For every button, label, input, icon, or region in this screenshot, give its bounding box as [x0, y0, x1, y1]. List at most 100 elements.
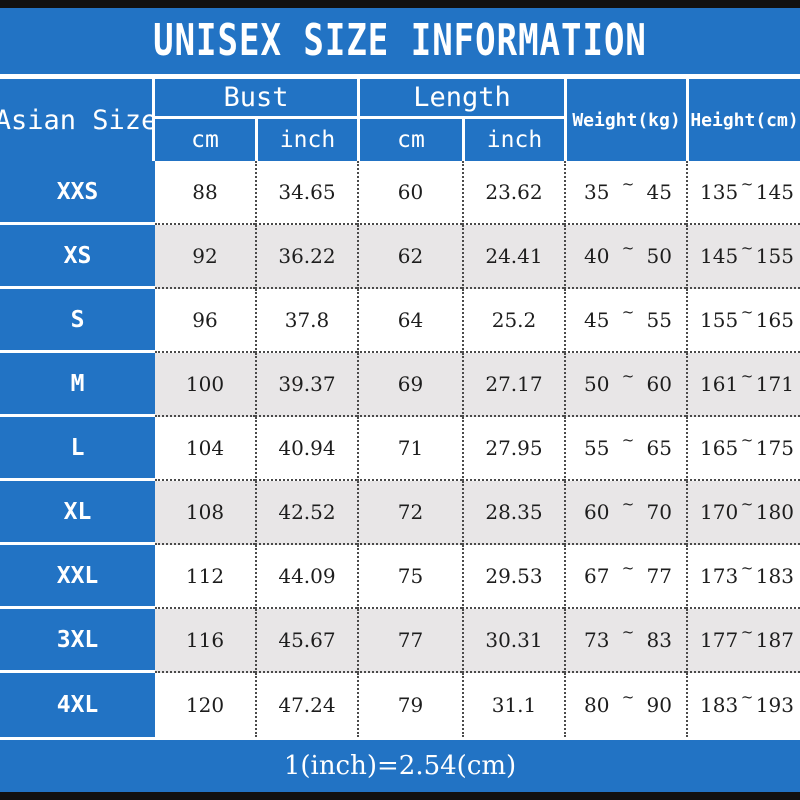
conversion-note: 1(inch)=2.54(cm) — [283, 751, 517, 781]
size-cell: XS — [0, 225, 155, 289]
table-row-s: S 96 37.8 64 25.2 45 ~55 155 ~165 — [0, 289, 800, 353]
bust-cm-cell: 104 — [155, 417, 255, 481]
tilde-glyph: ~ — [621, 303, 635, 321]
length-inch-cell: 27.95 — [462, 417, 564, 481]
height-range-cell: 155 ~165 — [686, 289, 800, 353]
tilde-glyph: ~ — [621, 367, 635, 385]
height-min: 155 — [700, 308, 739, 332]
height-max: 171 — [755, 372, 794, 396]
header-bust-inch: inch — [255, 119, 357, 161]
height-range-cell: 183 ~193 — [686, 673, 800, 737]
length-inch-cell: 31.1 — [462, 673, 564, 737]
bust-cm-cell: 96 — [155, 289, 255, 353]
length-cm-cell: 77 — [357, 609, 462, 673]
height-range-cell: 145 ~155 — [686, 225, 800, 289]
height-max: 193 — [755, 693, 794, 717]
size-cell: L — [0, 417, 155, 481]
tilde-glyph: ~ — [740, 239, 754, 257]
header-weight: Weight(kg) — [564, 79, 686, 161]
height-max: 155 — [755, 244, 794, 268]
length-inch-cell: 25.2 — [462, 289, 564, 353]
table-row-xxl: XXL 112 44.09 75 29.53 67 ~77 173 ~183 — [0, 545, 800, 609]
footer-divider — [0, 737, 800, 740]
height-range-cell: 135 ~145 — [686, 161, 800, 225]
weight-range-cell: 50 ~60 — [564, 353, 686, 417]
length-inch-cell: 27.17 — [462, 353, 564, 417]
weight-max: 60 — [646, 372, 672, 396]
header-bust-cm: cm — [155, 119, 255, 161]
length-cm-cell: 72 — [357, 481, 462, 545]
bust-inch-cell: 47.24 — [255, 673, 357, 737]
table-body: XXS 88 34.65 60 23.62 35 ~45 135 ~145 XS 9… — [0, 161, 800, 737]
height-max: 145 — [755, 180, 794, 204]
length-inch-cell: 28.35 — [462, 481, 564, 545]
tilde-glyph: ~ — [740, 623, 754, 641]
table-row-3xl: 3XL 116 45.67 77 30.31 73 ~83 177 ~187 — [0, 609, 800, 673]
weight-max: 83 — [646, 628, 672, 652]
weight-max: 90 — [646, 693, 672, 717]
weight-range-cell: 67 ~77 — [564, 545, 686, 609]
tilde-glyph: ~ — [621, 239, 635, 257]
height-max: 175 — [755, 436, 794, 460]
table-row-m: M 100 39.37 69 27.17 50 ~60 161 ~171 — [0, 353, 800, 417]
bust-inch-cell: 45.67 — [255, 609, 357, 673]
weight-min: 40 — [584, 244, 610, 268]
bust-inch-cell: 37.8 — [255, 289, 357, 353]
header-bust: Bust — [155, 79, 357, 119]
bust-cm-cell: 92 — [155, 225, 255, 289]
height-min: 177 — [700, 628, 739, 652]
height-min: 135 — [700, 180, 739, 204]
table-row-4xl: 4XL 120 47.24 79 31.1 80 ~90 183 ~193 — [0, 673, 800, 737]
weight-min: 55 — [584, 436, 610, 460]
header-height: Height(cm) — [686, 79, 800, 161]
height-max: 187 — [755, 628, 794, 652]
footer-banner: 1(inch)=2.54(cm) — [0, 740, 800, 792]
title-banner: UNISEX SIZE INFORMATION — [0, 8, 800, 74]
weight-max: 55 — [646, 308, 672, 332]
height-min: 173 — [700, 564, 739, 588]
size-cell: 3XL — [0, 609, 155, 673]
length-cm-cell: 60 — [357, 161, 462, 225]
weight-range-cell: 45 ~55 — [564, 289, 686, 353]
bust-inch-cell: 39.37 — [255, 353, 357, 417]
tilde-glyph: ~ — [740, 431, 754, 449]
length-cm-cell: 79 — [357, 673, 462, 737]
title-divider — [0, 74, 800, 79]
bust-inch-cell: 44.09 — [255, 545, 357, 609]
length-cm-cell: 62 — [357, 225, 462, 289]
height-min: 183 — [700, 693, 739, 717]
tilde-glyph: ~ — [621, 495, 635, 513]
weight-min: 45 — [584, 308, 610, 332]
weight-max: 70 — [646, 500, 672, 524]
height-min: 165 — [700, 436, 739, 460]
weight-min: 35 — [584, 180, 610, 204]
tilde-glyph: ~ — [621, 623, 635, 641]
height-range-cell: 170 ~180 — [686, 481, 800, 545]
height-range-cell: 177 ~187 — [686, 609, 800, 673]
weight-min: 73 — [584, 628, 610, 652]
tilde-glyph: ~ — [621, 688, 635, 706]
table-row-xxs: XXS 88 34.65 60 23.62 35 ~45 135 ~145 — [0, 161, 800, 225]
bust-inch-cell: 34.65 — [255, 161, 357, 225]
length-cm-cell: 75 — [357, 545, 462, 609]
length-inch-cell: 23.62 — [462, 161, 564, 225]
bust-cm-cell: 116 — [155, 609, 255, 673]
page-title: UNISEX SIZE INFORMATION — [153, 15, 647, 67]
bust-inch-cell: 40.94 — [255, 417, 357, 481]
height-max: 183 — [755, 564, 794, 588]
weight-range-cell: 40 ~50 — [564, 225, 686, 289]
weight-range-cell: 73 ~83 — [564, 609, 686, 673]
tilde-glyph: ~ — [740, 175, 754, 193]
tilde-glyph: ~ — [740, 303, 754, 321]
length-inch-cell: 29.53 — [462, 545, 564, 609]
header-length-inch: inch — [462, 119, 564, 161]
weight-range-cell: 35 ~45 — [564, 161, 686, 225]
height-range-cell: 161 ~171 — [686, 353, 800, 417]
size-cell: XXL — [0, 545, 155, 609]
tilde-glyph: ~ — [740, 559, 754, 577]
weight-min: 50 — [584, 372, 610, 396]
weight-range-cell: 55 ~65 — [564, 417, 686, 481]
top-frame-bar — [0, 0, 800, 8]
weight-max: 45 — [646, 180, 672, 204]
